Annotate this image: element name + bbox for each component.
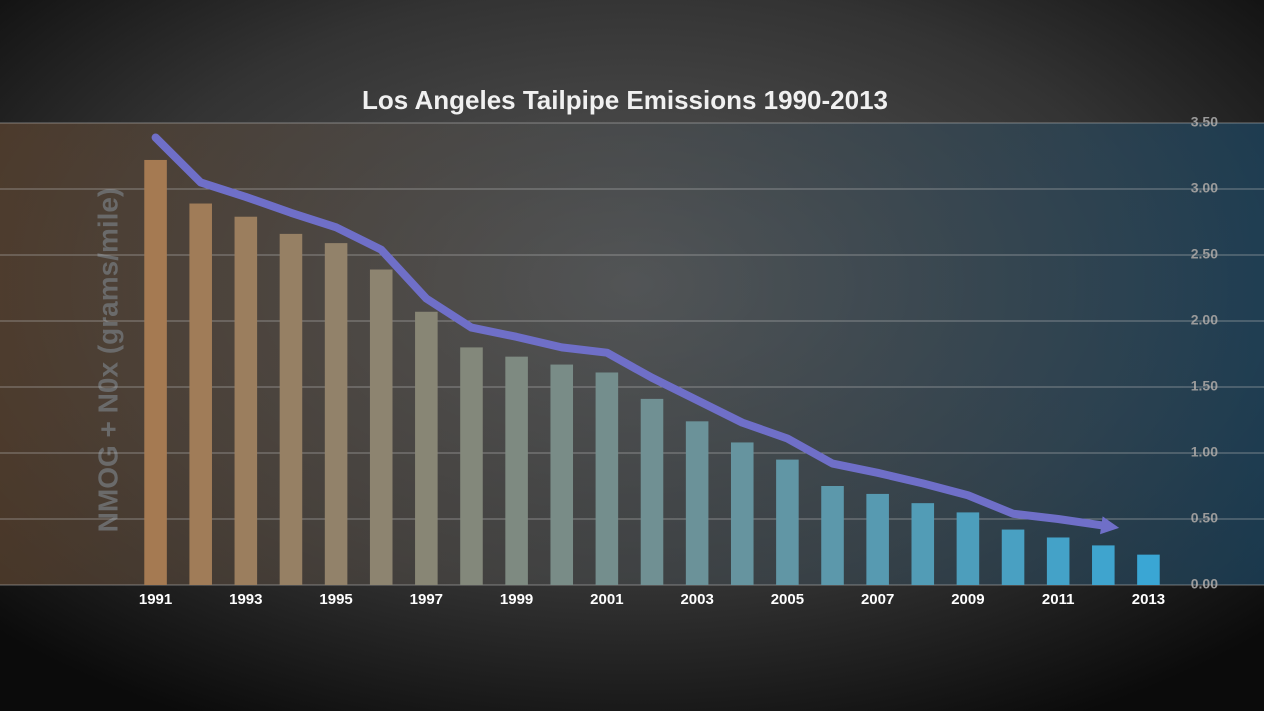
x-tick-label: 1993 — [229, 591, 262, 608]
x-tick-label: 1995 — [319, 591, 352, 608]
bar — [234, 216, 258, 585]
bar — [1001, 529, 1025, 585]
x-tick-label: 2013 — [1132, 591, 1165, 608]
trend-line — [151, 133, 1108, 530]
y-tick-label: 3.50 — [1191, 114, 1218, 130]
bar — [144, 159, 167, 585]
bar — [956, 512, 980, 585]
bar — [460, 347, 483, 585]
bar — [776, 459, 799, 585]
bar — [505, 356, 528, 585]
bar — [1092, 545, 1115, 585]
bar — [189, 203, 212, 585]
bar — [640, 398, 664, 585]
bar — [369, 269, 393, 585]
bar — [415, 311, 438, 585]
x-tick-label: 2001 — [590, 591, 623, 608]
bar — [550, 364, 574, 585]
x-tick-label: 2003 — [680, 591, 713, 608]
x-tick-label: 2011 — [1042, 591, 1075, 608]
bar — [685, 421, 709, 585]
bar — [279, 233, 303, 585]
y-tick-label: 0.00 — [1191, 576, 1218, 592]
bar — [324, 243, 348, 585]
y-axis-label: NMOG + N0x (grams/mile) — [92, 188, 123, 533]
y-tick-label: 3.00 — [1191, 180, 1218, 196]
x-tick-label: 1991 — [139, 591, 172, 608]
y-tick-label: 1.00 — [1191, 444, 1218, 460]
y-tick-label: 2.00 — [1191, 312, 1218, 328]
bar — [911, 503, 935, 585]
bar — [730, 442, 754, 585]
trend-arrowhead — [1100, 516, 1120, 535]
y-tick-label: 0.50 — [1191, 510, 1218, 526]
bar — [1137, 554, 1160, 585]
x-tick-label: 1997 — [410, 591, 443, 608]
chart-title: Los Angeles Tailpipe Emissions 1990-2013 — [362, 85, 888, 115]
x-tick-label: 2007 — [861, 591, 894, 608]
x-tick-label: 2005 — [771, 591, 804, 608]
bar — [866, 493, 889, 585]
bar — [821, 486, 844, 585]
y-tick-label: 2.50 — [1191, 246, 1218, 262]
bar — [1046, 537, 1070, 585]
y-tick-label: 1.50 — [1191, 378, 1218, 394]
x-tick-label: 1999 — [500, 591, 533, 608]
x-tick-label: 2009 — [951, 591, 984, 608]
bar — [595, 372, 619, 585]
